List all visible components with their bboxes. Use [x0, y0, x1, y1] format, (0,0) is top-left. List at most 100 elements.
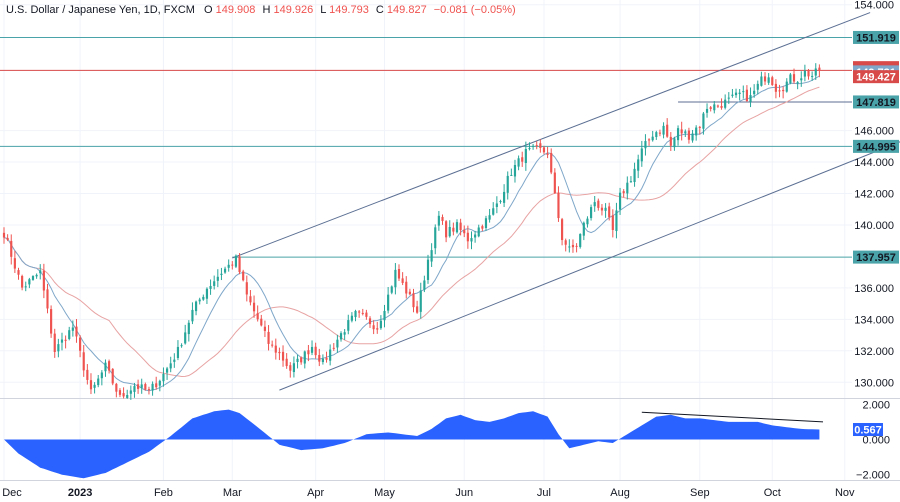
candle [782, 86, 785, 99]
candle-body [242, 271, 245, 281]
candle-body [510, 174, 513, 176]
candle [560, 217, 564, 246]
candle-body [546, 153, 549, 155]
candle [31, 275, 35, 281]
candle-body [539, 143, 542, 148]
candle-body [800, 78, 803, 81]
candle [503, 184, 506, 208]
candle [499, 199, 502, 204]
candle [216, 269, 219, 288]
time-tick-label: Jun [455, 487, 473, 499]
time-axis[interactable]: Dec 2023 Feb Mar Apr May Jun Jul Aug Sep Oct Nov [2, 487, 855, 499]
candle [173, 353, 176, 368]
candle [524, 141, 527, 171]
candle [71, 320, 74, 337]
price-axis[interactable]: 154.000 146.000 144.000 142.000 140.000 136.0… [854, 0, 894, 389]
candle [532, 143, 535, 150]
candle-body [394, 269, 397, 288]
candle [64, 335, 67, 349]
candle-body [716, 105, 720, 107]
candle [557, 186, 560, 222]
candle [300, 356, 303, 365]
candle-body [517, 158, 520, 167]
candle-body [767, 77, 770, 83]
price-badge-bg [853, 250, 899, 264]
candle [629, 176, 633, 183]
candle-body [524, 148, 527, 164]
candle-body [713, 104, 716, 111]
candle [136, 379, 140, 394]
candle [506, 171, 509, 200]
candle [271, 340, 274, 348]
candle-body [550, 153, 553, 173]
candle-body [626, 182, 629, 194]
candle-body [31, 276, 35, 280]
candle-body [115, 383, 118, 392]
candle-body [684, 131, 687, 134]
candle [521, 151, 524, 167]
candle-body [492, 208, 495, 215]
candle-body [593, 202, 596, 207]
candle-body [336, 339, 339, 348]
candle [597, 198, 600, 211]
candle [405, 276, 408, 299]
candle [184, 324, 187, 345]
candle-body [194, 301, 198, 312]
candle [205, 287, 209, 304]
candle [611, 209, 614, 238]
chart-header: U.S. Dollar / Japanese Yen, 1D, FXCM O 1… [6, 4, 516, 16]
candle-body [321, 358, 324, 363]
candle [394, 263, 397, 295]
oscillator-badge-bg [853, 423, 883, 437]
candle [434, 224, 437, 255]
candle-body [582, 222, 585, 236]
low-label: L [320, 4, 326, 16]
candle [144, 382, 147, 391]
candle-body [618, 192, 622, 210]
candle [452, 222, 455, 236]
candle [68, 326, 71, 341]
candle [778, 84, 781, 98]
candle-body [42, 270, 45, 291]
candle [180, 343, 183, 348]
candle [198, 297, 201, 305]
candle-body [698, 126, 701, 128]
candle-body [158, 380, 161, 386]
candle [28, 277, 31, 289]
candle [289, 362, 292, 378]
oscillator-axis[interactable]: 2.000 0.000 −2.000 [856, 399, 890, 481]
candle-body [553, 172, 556, 194]
candle [800, 71, 803, 87]
candle-body [484, 218, 488, 229]
candle-body [466, 232, 469, 242]
price-tick-label: 134.000 [854, 314, 894, 326]
candle [513, 159, 517, 183]
candle [582, 221, 585, 241]
candle-body [223, 268, 227, 273]
candle-body [459, 222, 462, 231]
candle [35, 273, 38, 279]
candle [488, 209, 491, 223]
candle [426, 254, 430, 284]
symbol-title: U.S. Dollar / Japanese Yen, 1D, FXCM [6, 4, 195, 16]
candle-body [477, 227, 480, 237]
candle-body [727, 97, 730, 99]
candle [811, 71, 814, 81]
candle [89, 373, 93, 395]
candle-body [571, 244, 575, 248]
candle [245, 275, 248, 302]
candle [727, 92, 730, 104]
candle [626, 176, 629, 200]
candle-body [412, 293, 415, 308]
candle [223, 266, 227, 274]
candle [372, 320, 375, 335]
candle-body [803, 70, 806, 77]
candle [568, 239, 571, 253]
candle [445, 220, 448, 243]
candle [390, 285, 393, 295]
candle-body [314, 346, 317, 356]
candle-body [57, 344, 60, 352]
candle [774, 79, 777, 99]
osc-tick-label: 2.000 [862, 399, 890, 411]
